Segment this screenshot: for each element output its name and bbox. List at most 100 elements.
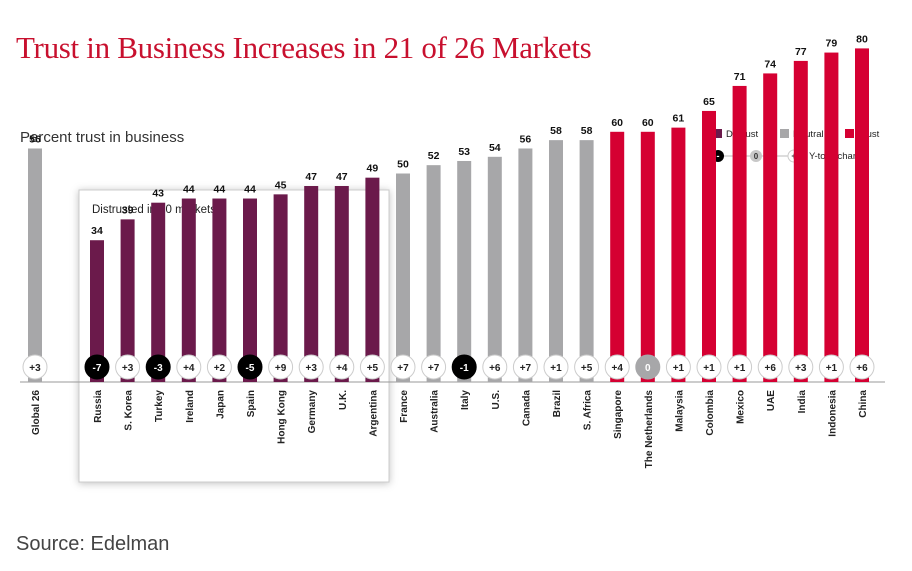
change-label-russia: -7 (93, 363, 102, 374)
change-circle-colombia (696, 354, 722, 380)
category-label-the-netherlands: The Netherlands (644, 390, 655, 469)
category-label-spain: Spain (246, 390, 257, 417)
value-label-brazil: 58 (550, 125, 562, 137)
value-label-india: 77 (795, 46, 807, 58)
value-label-singapore: 60 (611, 117, 623, 129)
change-label-china: +6 (856, 363, 868, 374)
chart-title: Trust in Business Increases in 21 of 26 … (16, 30, 592, 65)
change-circle-russia (84, 354, 110, 380)
change-circle-hong-kong (268, 354, 294, 380)
change-circle-australia (421, 354, 447, 380)
category-label-germany: Germany (307, 390, 318, 434)
category-label-ireland: Ireland (185, 390, 196, 423)
legend-neutral-swatch (780, 129, 789, 138)
change-circle-india (788, 354, 814, 380)
change-circle-s-korea (115, 354, 141, 380)
change-label-ireland: +4 (183, 363, 195, 374)
value-label-indonesia: 79 (826, 38, 838, 50)
value-label-uae: 74 (764, 58, 776, 70)
category-label-uae: UAE (766, 390, 777, 411)
change-circle-u-s (482, 354, 508, 380)
bar-malaysia (671, 127, 686, 382)
change-circle-china (849, 354, 875, 380)
change-label-brazil: +1 (550, 363, 562, 374)
value-label-australia: 52 (428, 150, 440, 162)
value-label-colombia: 65 (703, 96, 715, 108)
change-circle-global-26 (22, 354, 48, 380)
legend-minus-text: - (717, 151, 720, 161)
category-label-japan: Japan (215, 390, 226, 419)
category-label-italy: Italy (460, 390, 471, 410)
category-label-mexico: Mexico (736, 390, 747, 424)
change-label-singapore: +4 (611, 363, 623, 374)
value-label-germany: 47 (305, 171, 317, 183)
change-label-japan: +2 (214, 363, 226, 374)
bar-mexico (732, 85, 747, 383)
bar-global-26 (28, 148, 42, 382)
bar-australia (426, 165, 441, 382)
category-label-colombia: Colombia (705, 390, 716, 436)
category-label-australia: Australia (430, 390, 441, 433)
change-circle-france (390, 354, 416, 380)
chart-subtitle: Percent trust in business (20, 129, 185, 146)
change-label-global-26: +3 (29, 363, 41, 374)
value-label-s-korea: 39 (122, 204, 134, 216)
bar-s-korea (120, 219, 135, 382)
value-label-s-africa: 58 (581, 125, 593, 137)
category-label-china: China (858, 390, 869, 418)
legend-neutral-label: Neutral (793, 129, 824, 140)
bar-ireland (181, 198, 196, 382)
change-circle-s-africa (574, 354, 600, 380)
legend-trust-swatch (845, 129, 854, 138)
change-label-canada: +7 (520, 363, 532, 374)
bar-france (396, 173, 410, 382)
bar-s-africa (579, 140, 594, 382)
change-label-india: +3 (795, 363, 807, 374)
change-circle-brazil (543, 354, 569, 380)
bar-brazil (549, 140, 563, 382)
change-label-germany: +3 (305, 363, 317, 374)
change-circle-germany (298, 354, 324, 380)
change-label-turkey: -3 (154, 363, 163, 374)
change-label-italy: -1 (460, 363, 469, 374)
change-label-s-africa: +5 (581, 363, 593, 374)
bar-china (855, 48, 869, 383)
change-circle-mexico (727, 354, 753, 380)
bar-india (793, 60, 808, 382)
value-label-u-k: 47 (336, 171, 348, 183)
change-circle-u-k (329, 354, 355, 380)
category-label-hong-kong: Hong Kong (277, 390, 288, 444)
change-label-hong-kong: +9 (275, 363, 287, 374)
value-label-france: 50 (397, 159, 409, 171)
bar-u-k (334, 186, 349, 382)
bar-argentina (365, 177, 380, 382)
bar-indonesia (824, 52, 839, 382)
category-label-u-k: U.K. (338, 390, 349, 410)
legend-zero-circle (750, 150, 762, 162)
category-label-indonesia: Indonesia (827, 390, 838, 437)
value-label-russia: 34 (91, 225, 103, 237)
change-circle-indonesia (818, 354, 844, 380)
category-label-brazil: Brazil (552, 390, 563, 417)
bars-group: 56 +3 Global 26 34 -7 Russia 39 +3 S. Korea 43 -3 T… (22, 33, 875, 469)
value-label-the-netherlands: 60 (642, 117, 654, 129)
legend-zero-text: 0 (754, 152, 759, 161)
bar-germany (304, 186, 319, 382)
bar-canada (518, 148, 533, 382)
change-label-argentina: +5 (367, 363, 379, 374)
change-circle-uae (757, 354, 783, 380)
change-circle-turkey (145, 354, 171, 380)
bar-the-netherlands (640, 131, 655, 382)
bar-u-s (487, 156, 502, 382)
change-circle-ireland (176, 354, 202, 380)
legend-distrust-swatch (713, 129, 722, 138)
value-label-malaysia: 61 (673, 113, 685, 125)
change-circle-malaysia (665, 354, 691, 380)
change-label-u-k: +4 (336, 363, 348, 374)
category-label-s-korea: S. Korea (124, 390, 135, 431)
bar-russia (90, 240, 104, 382)
category-label-france: France (399, 390, 410, 423)
change-label-spain: -5 (246, 363, 255, 374)
category-label-global-26: Global 26 (31, 390, 42, 435)
